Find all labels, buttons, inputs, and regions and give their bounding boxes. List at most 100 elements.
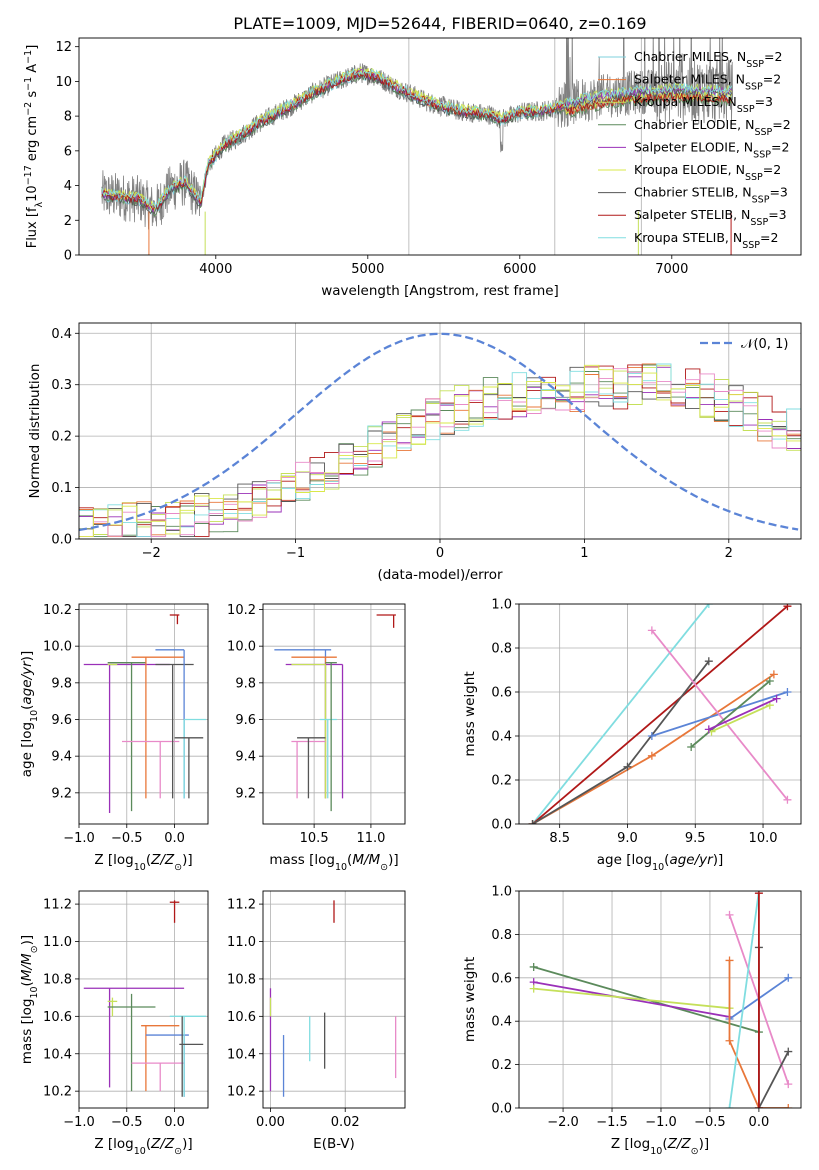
label-part: =2 <box>763 72 781 87</box>
x-tick-label: 5000 <box>351 262 384 277</box>
mass-weight-marker <box>529 962 538 971</box>
x-tick-label: 0 <box>436 546 444 561</box>
axes-frame <box>78 322 802 540</box>
label-part: −1 <box>23 77 34 91</box>
y-tick-label: 12 <box>55 40 72 55</box>
legend-label: Salpeter STELIB, NSSP=3 <box>634 207 787 228</box>
mass-weight-marker <box>528 820 537 824</box>
x-tick-label: 10.5 <box>300 831 329 846</box>
y-tick-label: 0.2 <box>51 430 72 445</box>
y-tick-label: 0.4 <box>51 327 72 342</box>
x-tick-label: 0.0 <box>749 1115 770 1130</box>
axes-frame <box>78 37 802 256</box>
label-part: −1 <box>23 50 34 64</box>
label-part: SSP <box>745 172 763 183</box>
x-tick-label: −1.0 <box>63 831 95 846</box>
label-part: A <box>25 64 40 77</box>
x-tick-label: −0.5 <box>111 831 143 846</box>
mass-weight-marker <box>772 694 781 703</box>
y-tick-label: 1.0 <box>491 598 512 613</box>
label-part: )] <box>388 852 399 868</box>
y-tick-label: 0.1 <box>51 481 72 496</box>
label-part: =2 <box>772 117 790 132</box>
label-part: SSP <box>750 217 768 228</box>
label-part: ⊙ <box>174 1146 182 1157</box>
label-part: )] <box>19 651 35 662</box>
mass-weight-line-3 <box>532 660 710 824</box>
label-part: =3 <box>769 185 787 200</box>
label-part: ( <box>19 705 35 710</box>
panel-age_vs_Z: −1.0 −0.5 0.0 9.2 9.4 9.6 9.8 10.0 10.2 Z [log10(… <box>19 603 209 873</box>
x-tick-label: 11.0 <box>356 831 385 846</box>
x-axis-label: E(B-V) <box>313 1136 355 1152</box>
label-part: =3 <box>755 94 773 109</box>
label-part: Z/Z <box>667 1136 692 1152</box>
y-tick-label: 10.8 <box>43 972 72 987</box>
label-part: Z/Z <box>150 852 175 868</box>
mass-weight-marker <box>704 725 713 734</box>
y-axis-label: mass weight <box>462 671 478 756</box>
mass-weight-line-2 <box>533 987 730 1010</box>
y-axis-label: mass weight <box>462 957 478 1042</box>
label-part: age/yr <box>669 852 714 868</box>
mass-weight-marker <box>647 626 656 635</box>
label-part: age/yr <box>19 660 35 705</box>
mass-weight-line-7 <box>728 891 760 1108</box>
label-part: )] <box>699 1136 710 1152</box>
label-part: M/M <box>19 953 35 981</box>
legend-label: Kroupa STELIB, NSSP=2 <box>634 230 778 251</box>
legend-label: Chabrier STELIB, NSSP=3 <box>634 185 788 206</box>
plot-area-mass_vs_EBV <box>263 891 405 1108</box>
label-part: ( <box>19 981 35 986</box>
mass-weight-marker <box>529 984 538 993</box>
label-part: SSP <box>753 149 771 160</box>
label-part: SSP <box>737 104 755 115</box>
label-part: λ <box>34 201 45 207</box>
mass-weight-marker <box>754 891 763 898</box>
label-part: ( <box>347 852 352 868</box>
label-part: =2 <box>763 162 781 177</box>
y-tick-label: 10.2 <box>43 603 72 618</box>
y-tick-label: 10.2 <box>43 1085 72 1100</box>
label-part: SSP <box>745 81 763 92</box>
plot-area-age_vs_mass <box>263 604 405 824</box>
y-tick-label: 0.3 <box>51 378 72 393</box>
label-part: SSP <box>746 59 764 70</box>
y-tick-label: 0.4 <box>491 730 512 745</box>
x-tick-label: 2 <box>725 546 733 561</box>
label-part: ⊙ <box>691 1146 699 1157</box>
label-part: Z/Z <box>150 1136 175 1152</box>
label-part: )] <box>713 852 724 868</box>
y-tick-label: 9.6 <box>235 713 256 728</box>
y-tick-label: 10.2 <box>227 1085 256 1100</box>
mass-weight-line-1 <box>532 605 788 824</box>
y-axis-label: Flux [fλ10−17 erg cm−2 s−1 A−1] <box>23 45 45 249</box>
panel-spectrum: 4000 5000 6000 7000 0 2 4 6 8 10 12 wavelength [Ang… <box>23 37 802 299</box>
y-axis-label: age [log10(age/yr)] <box>19 651 40 777</box>
x-tick-label: 0.00 <box>256 1115 285 1130</box>
mass-weight-marker <box>765 677 774 685</box>
axes-frame <box>78 603 209 825</box>
label-part: =2 <box>771 139 789 154</box>
y-tick-label: 9.4 <box>51 750 72 765</box>
mass-weight-marker <box>784 1104 793 1108</box>
x-axis-label: mass [log10(M/M⊙)] <box>269 852 398 873</box>
label-part: ( <box>664 852 669 868</box>
x-tick-label: −0.5 <box>111 1115 143 1130</box>
label-part: erg cm <box>25 116 40 165</box>
panel-residuals: −2 −1 0 1 2 0.0 0.1 0.2 0.3 0.4 (data-model)/error… <box>27 322 802 583</box>
mass-weight-marker <box>647 751 656 760</box>
x-axis-label: age [log10(age/yr)] <box>597 852 723 873</box>
mass-weight-marker <box>725 1036 734 1045</box>
legend-label: Chabrier ELODIE, NSSP=2 <box>634 117 791 138</box>
mass-weight-line-5 <box>728 960 789 1108</box>
y-tick-label: 10.2 <box>227 603 256 618</box>
mass-weight-line-1 <box>533 981 730 1018</box>
mass-weight-marker <box>687 743 696 751</box>
x-tick-label: 0.0 <box>164 831 185 846</box>
x-tick-label: −1 <box>286 546 305 561</box>
label-part: 10 <box>29 710 40 722</box>
y-tick-label: 10 <box>55 75 72 90</box>
mass-weight-marker <box>784 1047 793 1056</box>
